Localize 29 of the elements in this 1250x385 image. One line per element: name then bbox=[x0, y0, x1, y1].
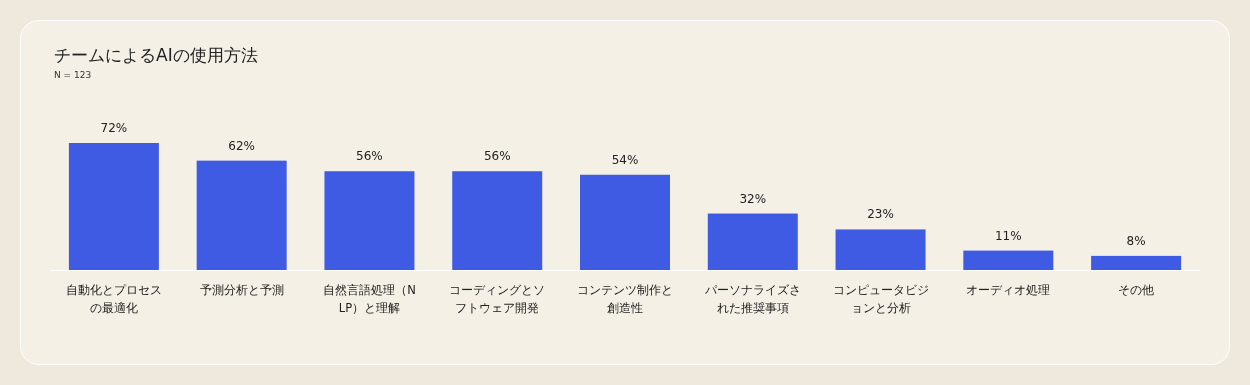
bar bbox=[196, 160, 287, 270]
chart-title: チームによるAIの使用方法 bbox=[54, 45, 258, 65]
chart-subtitle: N = 123 bbox=[54, 70, 92, 80]
data-label: 23% bbox=[867, 207, 894, 222]
x-tick-label: コンピュータビジョンと分析 bbox=[832, 283, 929, 315]
bar bbox=[835, 229, 926, 270]
data-label: 62% bbox=[228, 138, 255, 153]
data-label: 32% bbox=[739, 191, 767, 206]
data-label: 54% bbox=[611, 152, 639, 167]
data-label: 56% bbox=[483, 149, 511, 164]
bar bbox=[324, 171, 415, 270]
x-tick-label: パーソナライズされた推奨事項 bbox=[703, 283, 801, 315]
x-tick-label: コンテンツ制作と創造性 bbox=[577, 283, 673, 315]
bar bbox=[68, 143, 159, 270]
bar bbox=[963, 250, 1054, 270]
data-label: 72% bbox=[100, 121, 128, 135]
x-tick-label: 自然言語処理（NLP）と理解 bbox=[323, 283, 416, 315]
x-tick-label: 自動化とプロセスの最適化 bbox=[65, 283, 162, 315]
bar bbox=[452, 171, 543, 270]
x-tick-label: 予測分析と予測 bbox=[199, 283, 284, 297]
bar bbox=[1091, 255, 1182, 270]
x-tick-label: コーディングとソフトウェア開発 bbox=[449, 283, 546, 315]
data-label: 11% bbox=[995, 228, 1022, 243]
bar bbox=[707, 213, 798, 270]
data-label: 56% bbox=[356, 149, 383, 164]
x-tick-label: オーディオ処理 bbox=[966, 283, 1051, 297]
bar bbox=[580, 174, 670, 270]
data-label: 8% bbox=[1126, 233, 1146, 248]
x-tick-label: その他 bbox=[1118, 283, 1155, 297]
